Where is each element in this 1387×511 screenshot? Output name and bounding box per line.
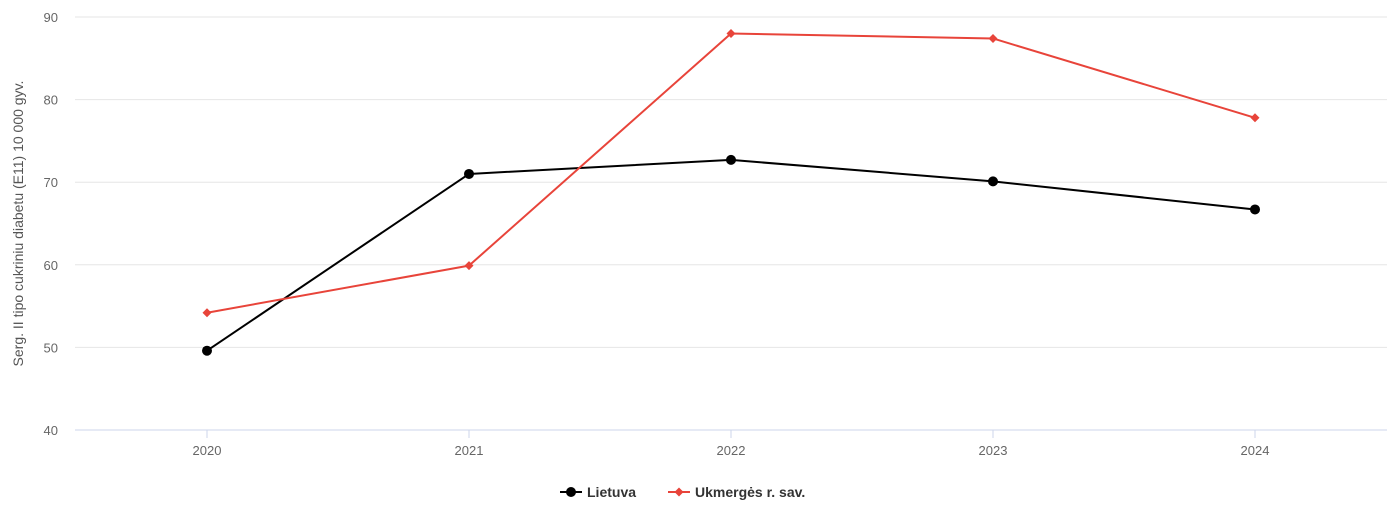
legend-label: Lietuva [587,484,636,500]
y-tick-label: 50 [44,340,58,355]
data-point[interactable] [464,261,474,271]
data-point[interactable] [464,168,474,179]
data-point[interactable] [202,345,212,356]
series [202,29,1260,356]
legend-item-1[interactable]: Ukmergės r. sav. [668,484,805,500]
y-axis-title: Serg. II tipo cukriniu diabetu (E11) 10 … [10,81,26,367]
series-0[interactable] [202,154,1260,356]
data-point[interactable] [726,29,736,39]
gridlines [75,16,1387,348]
series-1[interactable] [202,29,1260,318]
series-line[interactable] [206,32,1256,314]
x-tick-label: 2020 [193,443,222,458]
legend-marker [566,487,576,497]
x-tick-label: 2022 [717,443,746,458]
data-point[interactable] [988,176,998,187]
data-point[interactable] [988,33,998,43]
y-tick-label: 70 [44,175,58,190]
series-line[interactable] [206,158,1256,352]
y-tick-label: 80 [44,93,58,108]
legend-item-0[interactable]: Lietuva [560,484,636,500]
legend-marker [674,487,684,497]
x-tick-label: 2024 [1241,443,1270,458]
data-point[interactable] [1250,204,1260,215]
data-point[interactable] [1250,113,1260,123]
y-tick-label: 40 [44,423,58,438]
x-tick-label: 2023 [979,443,1008,458]
y-tick-label: 90 [44,10,58,25]
x-tick-label: 2021 [455,443,484,458]
legend-label: Ukmergės r. sav. [695,484,805,500]
data-point[interactable] [202,308,212,318]
legend[interactable]: Lietuva Ukmergės r. sav. [560,484,805,500]
y-tick-label: 60 [44,258,58,273]
data-point[interactable] [726,154,736,165]
axes: 40 50 60 70 80 90 2020 2021 2022 2023 2024 [44,10,1387,458]
